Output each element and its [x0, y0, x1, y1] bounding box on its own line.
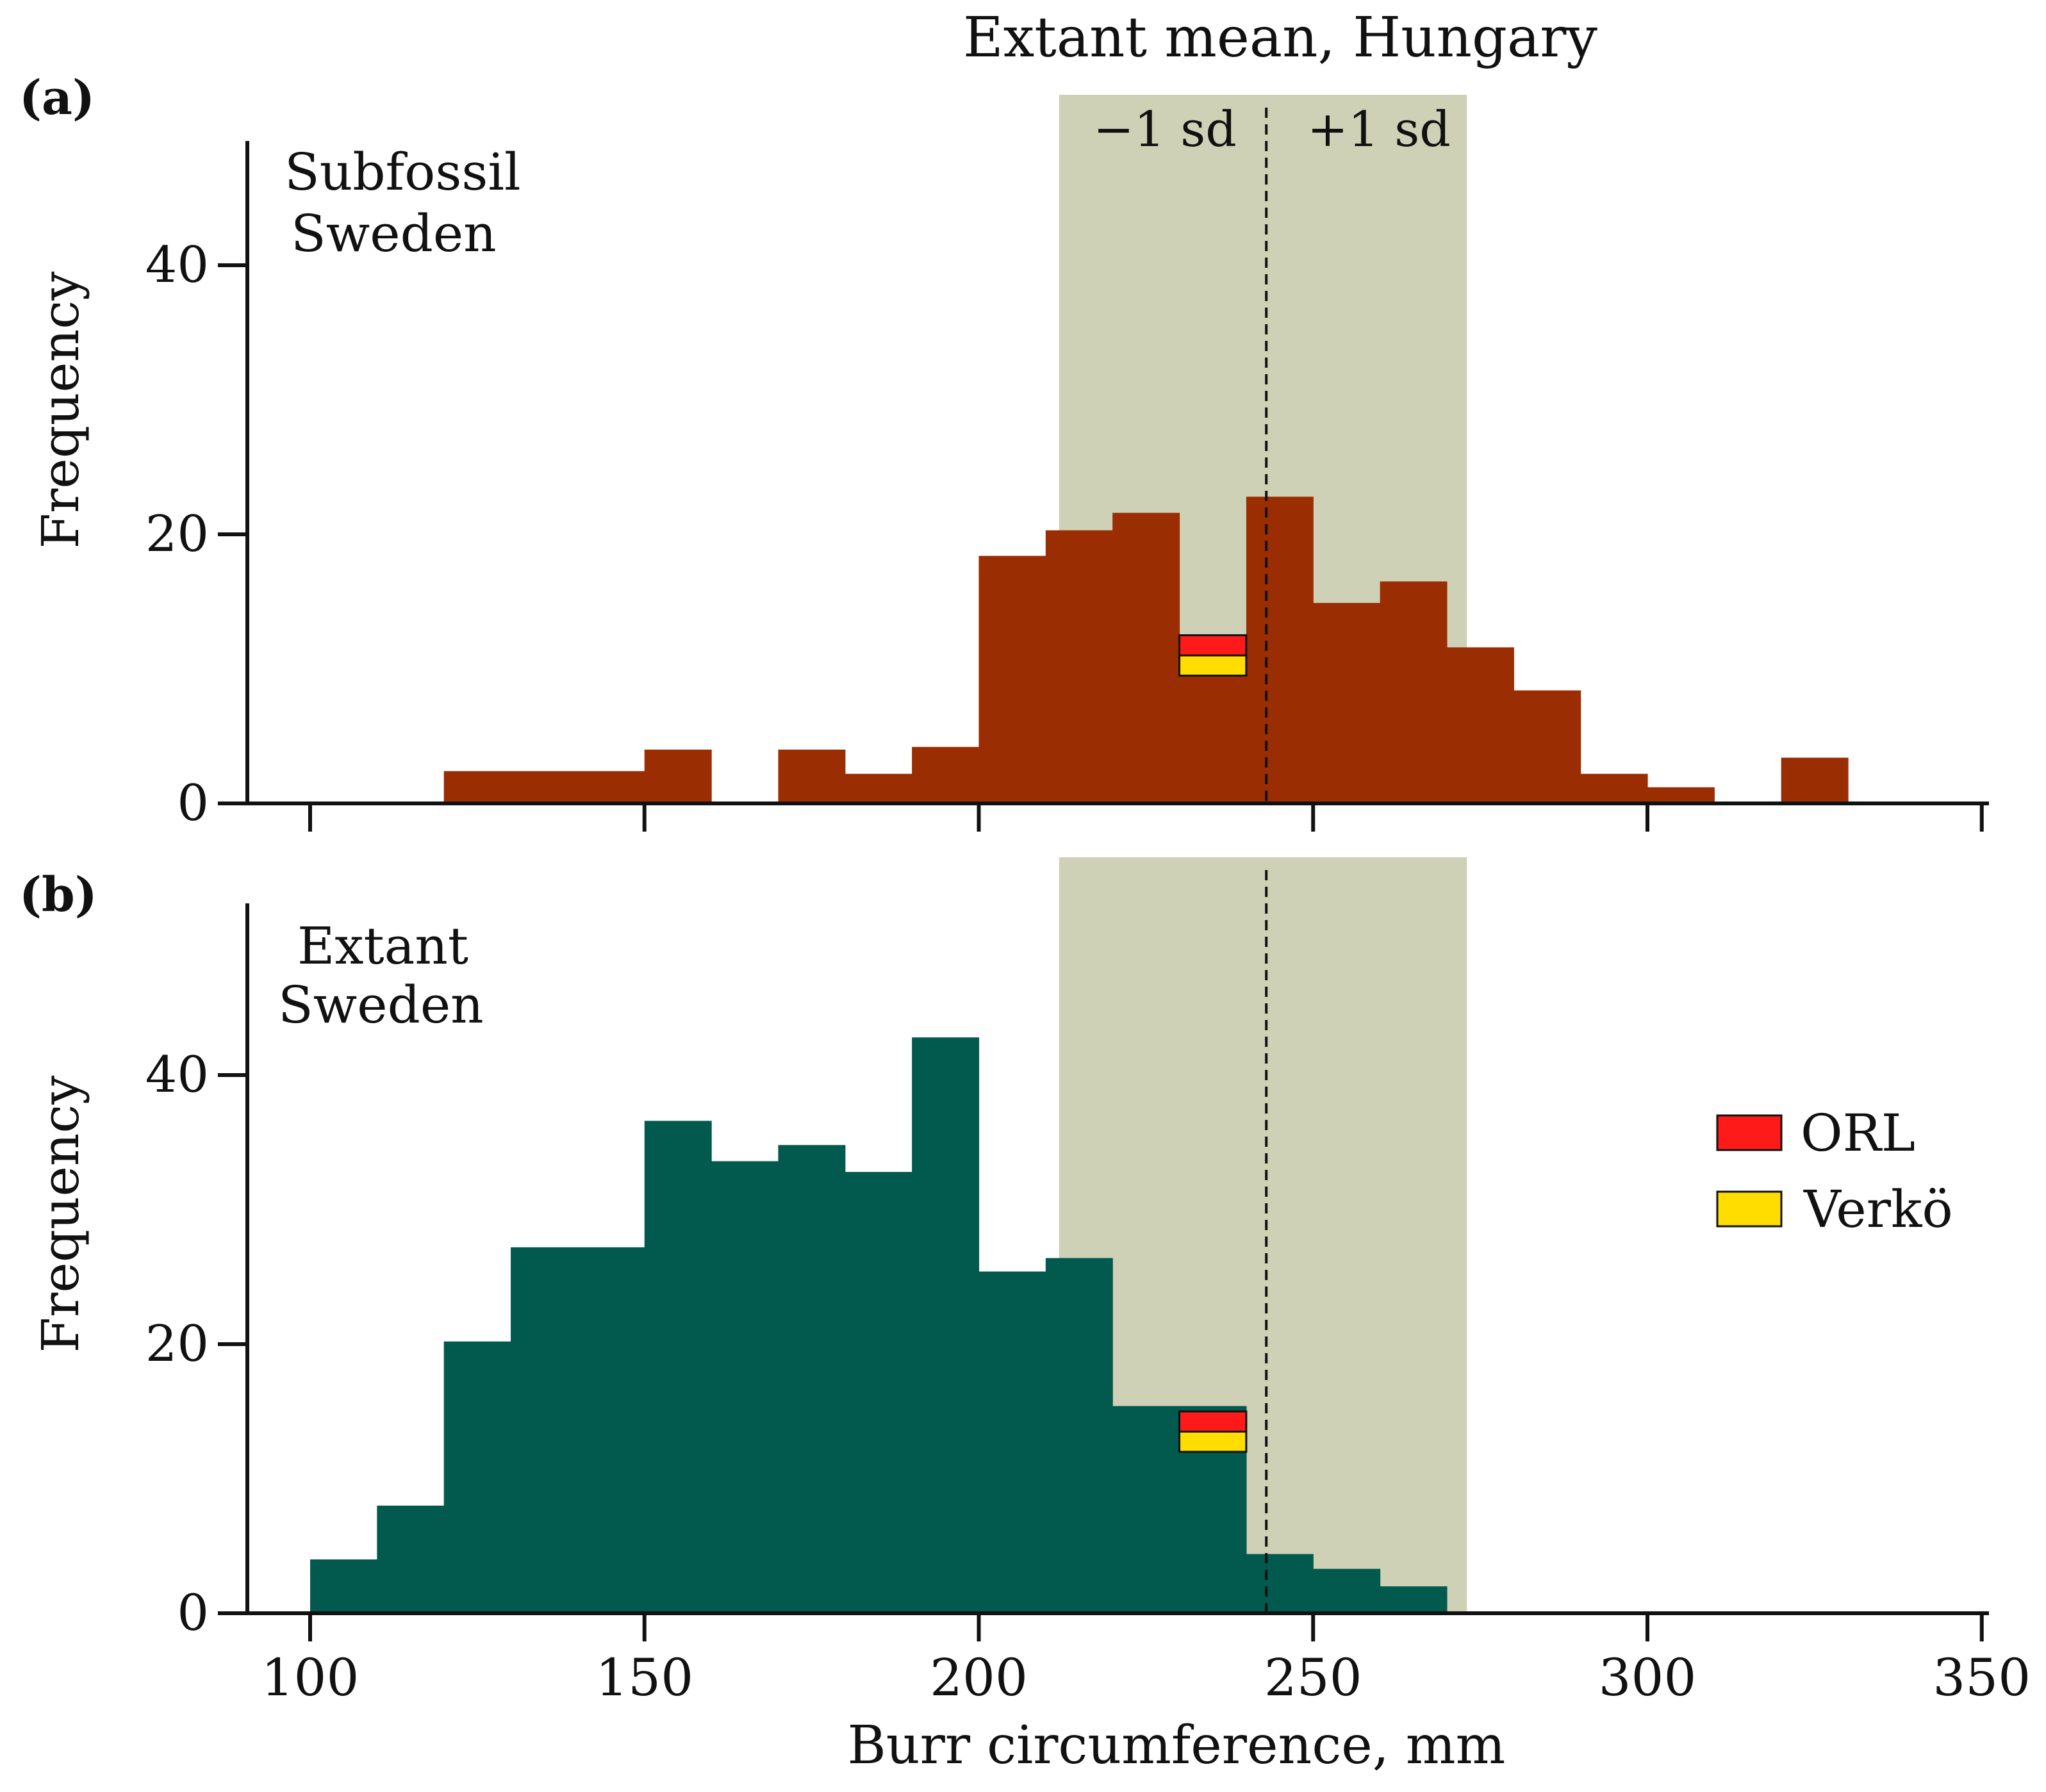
y-tick-label-a: 40 [145, 236, 209, 294]
histogram-bar-b [377, 1506, 445, 1613]
panel-b-extant: (b) Extant Sweden Frequency 0 20 40 100 150 2… [19, 867, 2031, 1707]
panel-name-b-line2: Sweden [278, 975, 484, 1035]
legend-swatch-orl [1716, 1114, 1783, 1151]
histogram-bar-a [1580, 773, 1648, 803]
histogram-bar-b [711, 1161, 779, 1613]
histogram-bar-b [978, 1271, 1046, 1613]
sd-label-plus: +1 sd [1307, 101, 1451, 158]
y-axis-label-b: Frequency [31, 1076, 90, 1353]
histogram-bar-a [1313, 603, 1381, 803]
marker-verko-a [1178, 654, 1248, 677]
histogram-bar-a [1446, 647, 1514, 803]
histogram-bar-b [443, 1341, 511, 1613]
histogram-bar-b [644, 1121, 712, 1613]
histogram-bar-a [978, 555, 1046, 803]
y-tick-label-b: 0 [177, 1584, 209, 1642]
panel-label-b: (b) [19, 867, 97, 923]
chart-title: Extant mean, Hungary [963, 6, 1597, 70]
legend: ORL Verkö [1716, 1103, 1953, 1239]
y-axis-label-a: Frequency [31, 272, 90, 549]
histogram-bar-a [1380, 581, 1448, 803]
x-tick-label: 100 [261, 1648, 359, 1707]
histogram-bar-b [310, 1559, 377, 1613]
legend-label-verko: Verkö [1803, 1180, 1953, 1239]
histogram-bar-b [778, 1145, 846, 1613]
panel-name-a-line2: Sweden [291, 204, 497, 263]
marker-verko-b [1178, 1431, 1248, 1453]
histogram-bar-a [778, 750, 846, 803]
histogram-bar-a [845, 773, 912, 803]
histogram-bar-a [1045, 530, 1113, 803]
histogram-bar-b [845, 1172, 912, 1613]
histogram-bar-a [1781, 757, 1849, 803]
histogram-bar-a [443, 771, 645, 803]
marker-orl-b [1178, 1410, 1248, 1433]
x-axis-title: Burr circumference, mm [848, 1715, 1506, 1776]
histogram-bar-b [511, 1247, 645, 1613]
legend-label-orl: ORL [1801, 1103, 1915, 1163]
histogram-bar-a [1246, 497, 1314, 803]
legend-swatch-verko [1716, 1190, 1783, 1228]
marker-orl-a [1178, 634, 1248, 657]
x-tick-label: 200 [930, 1648, 1028, 1707]
x-tick-label: 300 [1599, 1648, 1697, 1707]
histogram-bar-b [1313, 1568, 1381, 1613]
histogram-bar-a [1112, 513, 1180, 803]
y-tick-label-a: 20 [145, 506, 209, 563]
histogram-bar-a [1647, 787, 1715, 803]
histogram-bar-b [1380, 1586, 1448, 1613]
histogram-bar-b [1246, 1554, 1314, 1613]
x-tick-label: 350 [1933, 1648, 2031, 1707]
histogram-bar-a [644, 750, 712, 803]
panel-name-a-line1: Subfossil [285, 142, 521, 202]
x-tick-label: 250 [1264, 1648, 1362, 1707]
y-tick-label-b: 20 [145, 1315, 209, 1373]
sd-label-minus: −1 sd [1093, 101, 1237, 158]
panel-label-a: (a) [19, 70, 95, 126]
panel-name-b-line1: Extant [297, 916, 468, 976]
panel-a-subfossil: (a) Subfossil Sweden Frequency 0 20 40 [19, 70, 1989, 832]
histogram-bar-a [912, 746, 980, 803]
histogram-bar-a [1514, 690, 1581, 803]
histogram-bar-b [1045, 1258, 1113, 1613]
histogram-bar-b [912, 1037, 980, 1613]
y-tick-label-a: 0 [177, 775, 209, 832]
y-tick-label-b: 40 [145, 1046, 209, 1104]
x-tick-label: 150 [595, 1648, 693, 1707]
